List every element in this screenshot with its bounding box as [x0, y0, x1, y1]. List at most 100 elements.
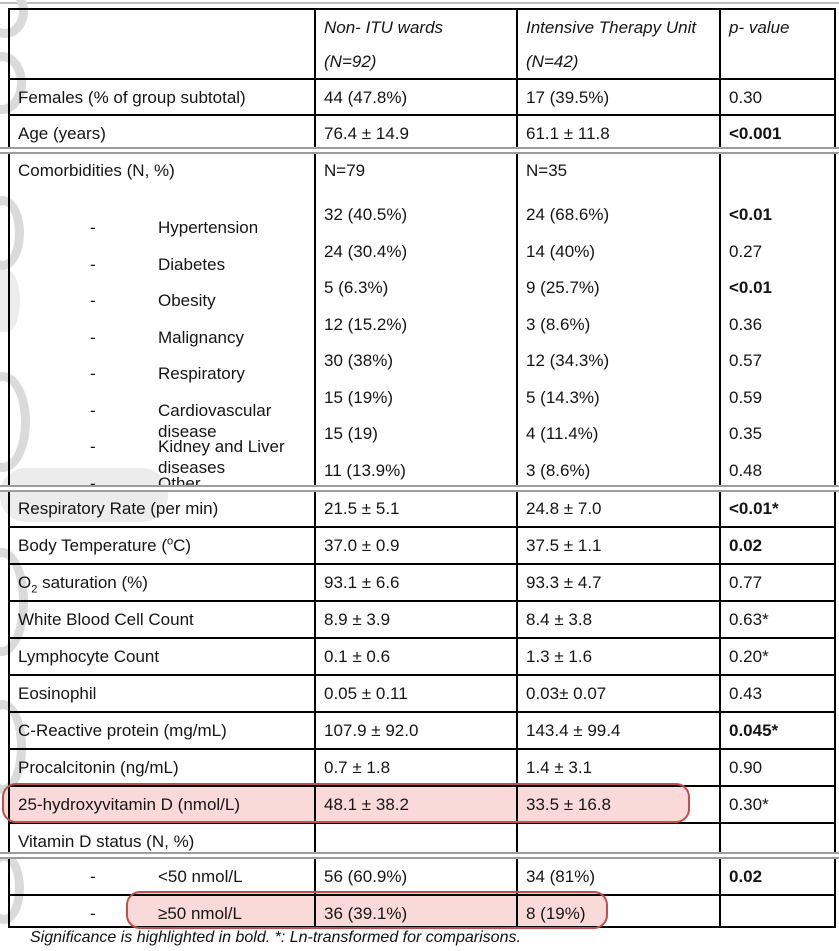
- cell-non-itu: 8.9 ± 3.9: [316, 602, 518, 637]
- cell-itu: 0.03± 0.07: [518, 676, 721, 711]
- empty-cell: [316, 824, 518, 857]
- watermark-arc: [0, 0, 28, 38]
- header-itu: Intensive Therapy Unit (N=42): [518, 10, 721, 78]
- subtotal-n: N=79: [324, 161, 366, 180]
- cell-pvalue: 0.30: [729, 88, 763, 107]
- label-text: Body Temperature (: [18, 536, 167, 555]
- subtotal-n: N=35: [526, 161, 568, 180]
- comorbidities-values-non-itu: N=79 32 (40.5%) 24 (30.4%) 5 (6.3%) 12 (…: [316, 153, 518, 489]
- comorbidities-title: Comorbidities (N, %): [18, 161, 175, 180]
- row-label: Body Temperature (oC): [10, 528, 316, 563]
- header-empty-cell: [10, 10, 316, 78]
- cell-pvalue: [721, 896, 834, 926]
- cell-pvalue: 0.43: [729, 684, 763, 703]
- item-label: Respiratory: [158, 364, 245, 383]
- table-row-respiratory-rate: Respiratory Rate (per min) 21.5 ± 5.1 24…: [10, 491, 834, 528]
- cell-itu: 1.4 ± 3.1: [518, 750, 721, 785]
- cell-itu: 8.4 ± 3.8: [518, 602, 721, 637]
- section-separator: [0, 147, 839, 154]
- cell-itu: 8 (19%): [518, 896, 721, 926]
- cell-non-itu: 0.05 ± 0.11: [316, 676, 518, 711]
- table-row-lt50: - <50 nmol/L 56 (60.9%) 34 (81%) 0.02: [10, 859, 834, 896]
- table-row-procalcitonin: Procalcitonin (ng/mL) 0.7 ± 1.8 1.4 ± 3.…: [10, 750, 834, 787]
- subscript-2: 2: [31, 583, 38, 596]
- cell-non-itu: 21.5 ± 5.1: [316, 491, 518, 526]
- cell-itu: 93.3 ± 4.7: [518, 565, 721, 600]
- dash-bullet: -: [90, 904, 96, 923]
- cell-non-itu: 76.4 ± 14.9: [316, 116, 518, 151]
- dash-bullet: -: [90, 218, 96, 237]
- item-label: <50 nmol/L: [158, 867, 243, 886]
- empty-cell: [721, 153, 834, 199]
- cell-pvalue: 0.48: [729, 460, 763, 480]
- cell-non-itu: 11 (13.9%): [324, 460, 406, 480]
- cell-pvalue: 0.20*: [729, 647, 769, 666]
- label-text: saturation (%): [37, 573, 148, 592]
- cell-pvalue: 0.36: [729, 314, 763, 334]
- item-label: Malignancy: [158, 327, 244, 347]
- row-label: Respiratory Rate (per min): [10, 491, 316, 526]
- cell-itu: 17 (39.5%): [518, 80, 721, 114]
- section-separator: [0, 485, 839, 492]
- table-row-lymphocyte: Lymphocyte Count 0.1 ± 0.6 1.3 ± 1.6 0.2…: [10, 639, 834, 676]
- dash-bullet: -: [90, 291, 96, 310]
- cell-pvalue: <0.01: [729, 205, 773, 224]
- dash-bullet: -: [90, 364, 96, 383]
- row-label: - ≥50 nmol/L: [10, 896, 316, 926]
- header-non-itu-n: (N=92): [324, 52, 377, 71]
- row-label: C-Reactive protein (mg/mL): [10, 713, 316, 748]
- list-item: - Malignancy: [10, 309, 314, 347]
- cell-itu: 34 (81%): [518, 859, 721, 894]
- section-separator: [0, 852, 839, 859]
- cell-itu: 61.1 ± 11.8: [518, 116, 721, 151]
- row-label: Eosinophil: [10, 676, 316, 711]
- cell-itu: 3 (8.6%): [526, 460, 591, 480]
- superscript-o: o: [166, 535, 174, 548]
- item-label: ≥50 nmol/L: [158, 904, 242, 923]
- table-row-crp: C-Reactive protein (mg/mL) 107.9 ± 92.0 …: [10, 713, 834, 750]
- table-row-wbc: White Blood Cell Count 8.9 ± 3.9 8.4 ± 3…: [10, 602, 834, 639]
- comorbidities-values-itu: N=35 24 (68.6%) 14 (40%) 9 (25.7%) 3 (8.…: [518, 153, 721, 489]
- row-label: Females (% of group subtotal): [10, 80, 316, 114]
- dash-bullet: -: [90, 473, 96, 493]
- item-label: Cardiovascular disease: [158, 400, 272, 441]
- cell-non-itu: 37.0 ± 0.9: [316, 528, 518, 563]
- header-non-itu-title: Non- ITU wards: [324, 18, 444, 37]
- row-label: Vitamin D status (N, %): [10, 824, 316, 857]
- table-row-comorbidities: Comorbidities (N, %) - Hypertension - Diab…: [10, 153, 834, 493]
- label-text: C): [173, 536, 192, 555]
- label-text: O: [18, 573, 32, 592]
- dash-bullet: -: [90, 437, 96, 456]
- dash-bullet: -: [90, 254, 96, 274]
- header-non-itu: Non- ITU wards (N=92): [316, 10, 518, 78]
- dash-bullet: -: [90, 400, 96, 420]
- cell-pvalue: 0.30*: [729, 795, 769, 814]
- cell-non-itu: 44 (47.8%): [316, 80, 518, 114]
- cell-itu: 24.8 ± 7.0: [518, 491, 721, 526]
- item-label: Obesity: [158, 291, 216, 310]
- header-itu-title: Intensive Therapy Unit: [526, 18, 697, 37]
- cell-itu: 9 (25.7%): [526, 278, 600, 297]
- table-row-ge50: - ≥50 nmol/L 36 (39.1%) 8 (19%): [10, 896, 834, 926]
- cell-pvalue: <0.01: [729, 278, 773, 297]
- list-item: - Obesity: [10, 272, 314, 310]
- list-item: - Cardiovascular disease: [10, 382, 314, 441]
- table-footnote: Significance is highlighted in bold. *: …: [30, 929, 521, 946]
- cell-itu: 3 (8.6%): [526, 314, 591, 334]
- row-label: - <50 nmol/L: [10, 859, 316, 894]
- cell-itu: 33.5 ± 16.8: [518, 787, 721, 822]
- cell-pvalue: 0.045*: [729, 721, 779, 740]
- cell-itu: 37.5 ± 1.1: [518, 528, 721, 563]
- cell-pvalue: 0.63*: [729, 610, 769, 629]
- cell-non-itu: 15 (19%): [324, 387, 393, 407]
- cell-itu: 4 (11.4%): [526, 424, 599, 443]
- table-row-o2-saturation: O2 saturation (%) 93.1 ± 6.6 93.3 ± 4.7 …: [10, 565, 834, 602]
- row-label: White Blood Cell Count: [10, 602, 316, 637]
- cell-non-itu: 15 (19): [324, 424, 378, 443]
- comorbidities-labels: Comorbidities (N, %) - Hypertension - Diab…: [10, 153, 316, 493]
- cell-pvalue: <0.001: [729, 124, 782, 143]
- cell-pvalue: 0.02: [729, 536, 763, 555]
- cell-pvalue: 0.02: [729, 867, 763, 886]
- cell-itu: 24 (68.6%): [526, 205, 610, 224]
